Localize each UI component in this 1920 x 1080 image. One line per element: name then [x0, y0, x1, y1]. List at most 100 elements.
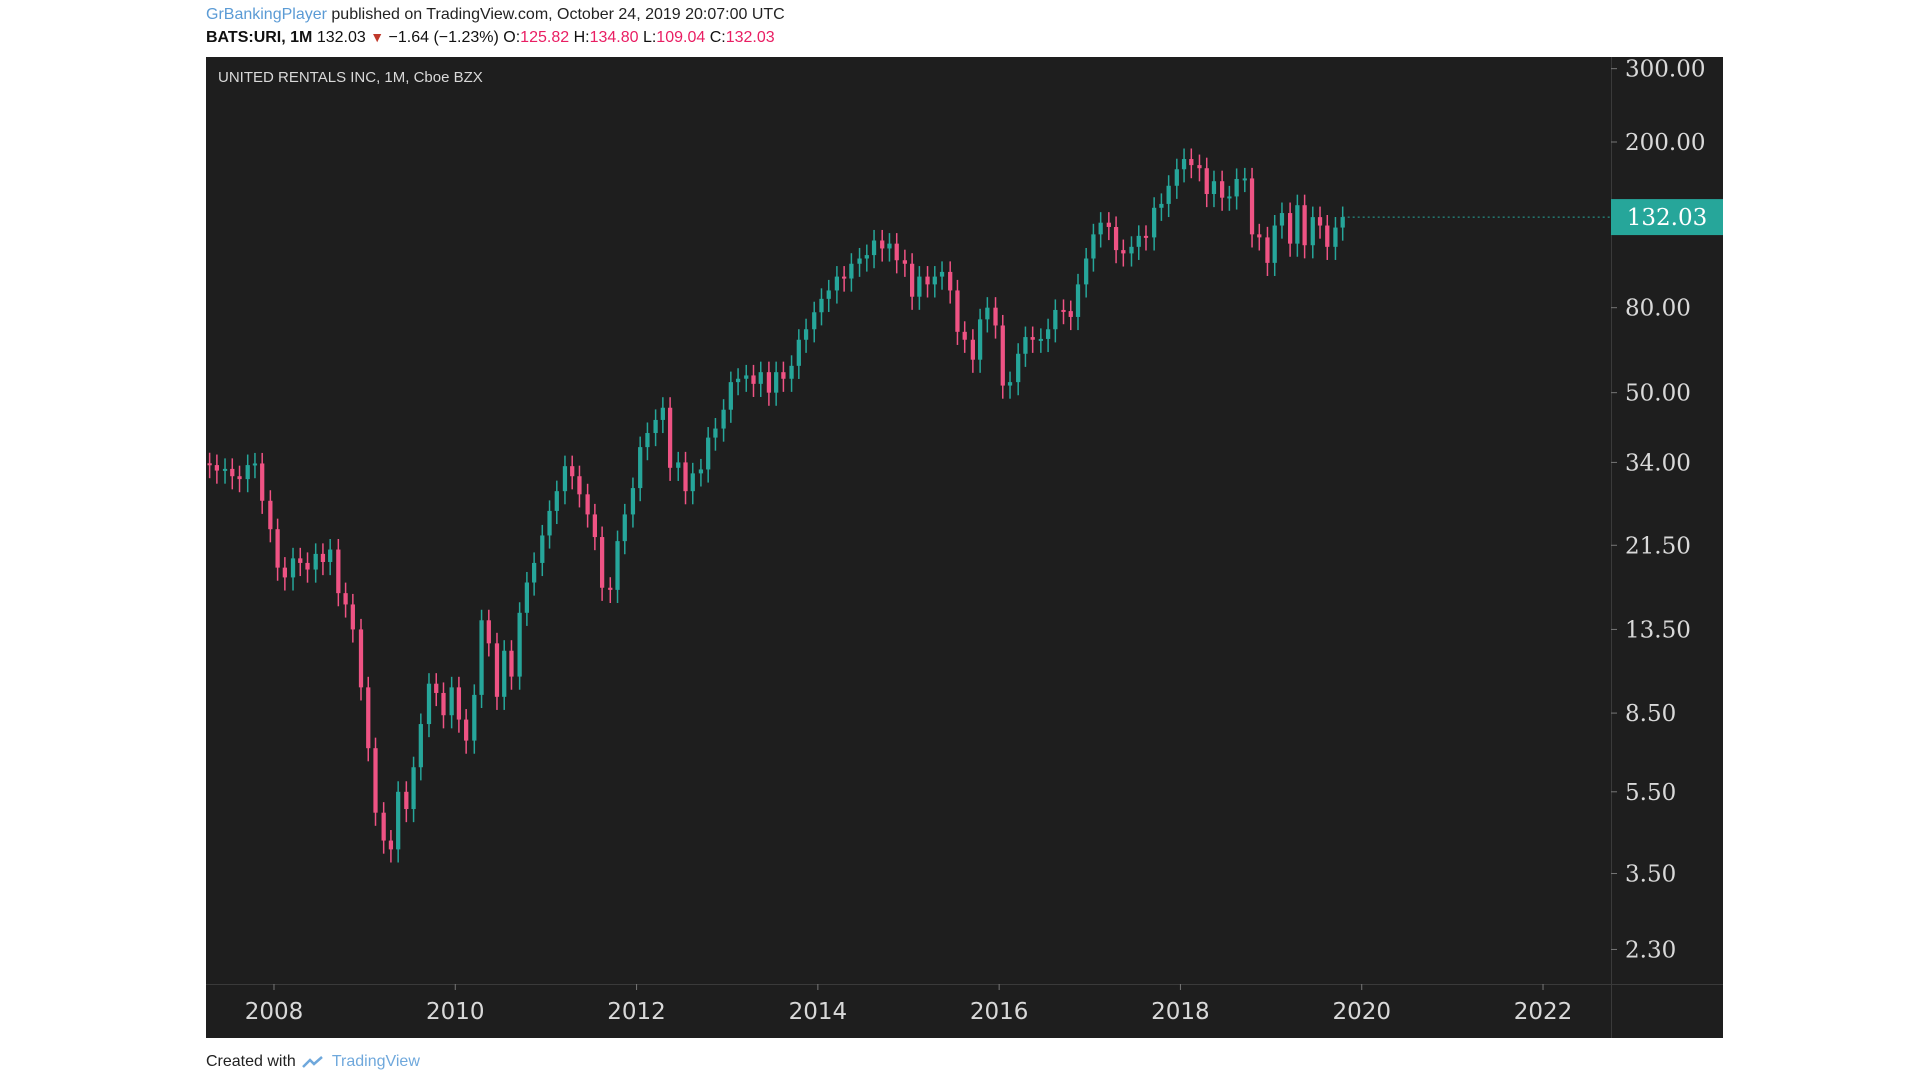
candle-body[interactable]	[1204, 168, 1209, 195]
candle-body[interactable]	[1234, 178, 1239, 197]
candle-body[interactable]	[819, 298, 824, 313]
candle-body[interactable]	[532, 562, 537, 583]
candle-body[interactable]	[585, 494, 590, 515]
candle-body[interactable]	[1061, 309, 1066, 312]
candle-body[interactable]	[812, 312, 817, 330]
candle-body[interactable]	[706, 437, 711, 470]
candle-body[interactable]	[343, 593, 348, 605]
candle-body[interactable]	[418, 724, 423, 768]
candle-body[interactable]	[1023, 337, 1028, 354]
candle-body[interactable]	[524, 582, 530, 613]
candle-body[interactable]	[260, 463, 265, 501]
candle-body[interactable]	[509, 650, 514, 677]
candle-body[interactable]	[1220, 181, 1225, 198]
candle-body[interactable]	[502, 650, 507, 697]
candle-body[interactable]	[1272, 225, 1277, 263]
candle-body[interactable]	[1136, 235, 1141, 247]
candle-body[interactable]	[1181, 159, 1187, 170]
candle-body[interactable]	[1174, 169, 1179, 186]
candle-body[interactable]	[758, 372, 763, 384]
candle-body[interactable]	[592, 514, 597, 538]
candle-body[interactable]	[282, 567, 287, 578]
candle-body[interactable]	[608, 587, 613, 590]
candle-body[interactable]	[1091, 234, 1096, 259]
candle-body[interactable]	[320, 553, 326, 563]
tradingview-brand[interactable]: TradingView	[331, 1053, 420, 1070]
candle-body[interactable]	[1075, 284, 1081, 317]
candle-body[interactable]	[766, 372, 772, 393]
candle-body[interactable]	[645, 433, 650, 448]
candle-body[interactable]	[781, 372, 786, 379]
candle-body[interactable]	[887, 243, 892, 249]
candle-body[interactable]	[713, 428, 718, 438]
candle-body[interactable]	[683, 462, 688, 492]
candle-body[interactable]	[456, 687, 462, 720]
candle-body[interactable]	[562, 466, 568, 492]
candle-body[interactable]	[1242, 178, 1247, 181]
author-link[interactable]: GrBankingPlayer	[206, 6, 327, 23]
candle-body[interactable]	[698, 469, 704, 474]
candle-body[interactable]	[547, 510, 552, 536]
candle-body[interactable]	[1211, 181, 1217, 195]
candle-body[interactable]	[857, 258, 862, 264]
candle-body[interactable]	[728, 382, 733, 410]
candle-body[interactable]	[826, 290, 831, 299]
candle-body[interactable]	[1143, 235, 1149, 238]
candle-body[interactable]	[404, 791, 409, 810]
candle-body[interactable]	[948, 271, 953, 291]
candle-body[interactable]	[434, 683, 439, 693]
candle-body[interactable]	[411, 767, 416, 810]
candle-body[interactable]	[735, 378, 741, 383]
candle-body[interactable]	[1279, 213, 1285, 226]
candle-body[interactable]	[1084, 258, 1089, 285]
candle-body[interactable]	[894, 243, 899, 261]
candle-body[interactable]	[599, 537, 605, 588]
candle-body[interactable]	[849, 263, 854, 279]
candle-body[interactable]	[1227, 196, 1232, 199]
candle-body[interactable]	[449, 687, 454, 716]
candle-body[interactable]	[577, 476, 582, 495]
candle-body[interactable]	[275, 529, 280, 568]
candle-body[interactable]	[486, 620, 491, 644]
candle-body[interactable]	[902, 260, 907, 264]
candle-body[interactable]	[622, 514, 627, 542]
candle-body[interactable]	[910, 263, 915, 297]
candle-body[interactable]	[366, 687, 371, 749]
candle-body[interactable]	[1098, 222, 1103, 235]
candle-body[interactable]	[1152, 207, 1157, 238]
candle-body[interactable]	[214, 465, 220, 471]
candle-body[interactable]	[1317, 217, 1323, 226]
candle-body[interactable]	[1000, 325, 1005, 386]
candle-body[interactable]	[290, 558, 296, 578]
candle-body[interactable]	[350, 604, 355, 630]
candle-body[interactable]	[1333, 227, 1338, 247]
candle-body[interactable]	[1030, 337, 1035, 340]
candle-body[interactable]	[305, 562, 310, 570]
candle-body[interactable]	[932, 276, 937, 285]
candle-body[interactable]	[615, 541, 620, 590]
candle-body[interactable]	[313, 553, 318, 570]
candle-body[interactable]	[252, 463, 258, 466]
chart-panel[interactable]: 300.00 200.00 80.00 50.00 34.00 21.50 13.50 8.5…	[206, 57, 1723, 1038]
candle-body[interactable]	[1197, 165, 1202, 169]
candle-body[interactable]	[925, 276, 930, 285]
candle-body[interactable]	[744, 375, 749, 379]
candle-body[interactable]	[245, 465, 250, 480]
candle-body[interactable]	[517, 612, 522, 677]
candle-body[interactable]	[667, 407, 673, 468]
candle-body[interactable]	[396, 791, 401, 850]
candle-body[interactable]	[803, 329, 809, 340]
candle-body[interactable]	[373, 748, 378, 813]
candle-body[interactable]	[336, 549, 341, 594]
candle-body[interactable]	[638, 447, 643, 489]
candle-body[interactable]	[1007, 382, 1013, 386]
candle-body[interactable]	[230, 468, 235, 477]
candle-body[interactable]	[1249, 178, 1255, 235]
candle-body[interactable]	[1113, 226, 1119, 251]
candle-body[interactable]	[1302, 205, 1307, 246]
candle-body[interactable]	[1325, 225, 1330, 247]
candle-body[interactable]	[464, 719, 469, 741]
candle-body[interactable]	[381, 812, 386, 841]
candle-body[interactable]	[388, 840, 394, 850]
candle-body[interactable]	[494, 643, 500, 697]
